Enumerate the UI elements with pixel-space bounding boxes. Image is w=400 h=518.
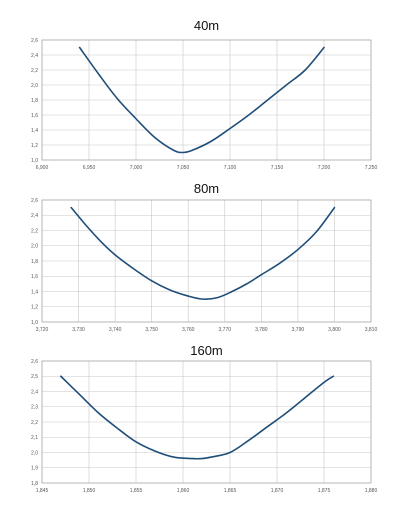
y-tick-label: 2,6 xyxy=(31,359,38,365)
y-tick-label: 1,6 xyxy=(31,274,38,280)
y-tick-label: 1,2 xyxy=(31,143,38,149)
x-tick-label: 3,720 xyxy=(36,327,49,333)
chart-160m: 160m 1,8 1,9 2,0 2,1 2,2 2,3 2,4 2,5 2,6 1,845 1,85… xyxy=(31,343,377,494)
x-tick-label: 3,750 xyxy=(145,327,158,333)
y-tick-label: 1,4 xyxy=(31,128,38,134)
series-line xyxy=(70,206,336,300)
plot-frame xyxy=(41,39,372,161)
chart-40m: 40m 1,0 1,2 1,4 1,6 1,8 2,0 2,2 2,4 2,6 6,900 6,950… xyxy=(31,18,377,171)
y-tick-label: 2,5 xyxy=(31,374,38,380)
y-tick-label: 2,3 xyxy=(31,405,38,411)
x-tick-label: 3,800 xyxy=(328,327,341,333)
x-tick-label: 3,780 xyxy=(255,327,268,333)
y-tick-label: 2,4 xyxy=(31,53,38,59)
x-tick-label: 1,875 xyxy=(318,488,331,494)
x-tick-label: 3,810 xyxy=(365,327,378,333)
x-tick-label: 1,860 xyxy=(177,488,190,494)
y-tick-label: 2,1 xyxy=(31,435,38,441)
y-tick-label: 2,2 xyxy=(31,228,38,234)
y-tick-label: 1,6 xyxy=(31,113,38,119)
y-tick-label: 2,6 xyxy=(31,198,38,204)
y-tick-label: 1,8 xyxy=(31,481,38,487)
y-tick-label: 2,0 xyxy=(31,244,38,250)
x-tick-label: 7,000 xyxy=(130,165,143,171)
y-tick-label: 1,8 xyxy=(31,98,38,104)
y-tick-label: 1,0 xyxy=(31,320,38,326)
y-tick-label: 2,2 xyxy=(31,420,38,426)
x-tick-label: 7,050 xyxy=(177,165,190,171)
x-tick-label: 3,770 xyxy=(219,327,232,333)
y-tick-label: 1,0 xyxy=(31,158,38,164)
x-tick-label: 1,855 xyxy=(130,488,143,494)
x-tick-label: 7,250 xyxy=(365,165,378,171)
x-tick-label: 1,865 xyxy=(224,488,237,494)
y-tick-label: 2,0 xyxy=(31,450,38,456)
x-tick-label: 1,880 xyxy=(365,488,378,494)
plot-frame xyxy=(41,199,372,323)
x-tick-label: 3,740 xyxy=(109,327,122,333)
y-tick-label: 1,8 xyxy=(31,259,38,265)
x-tick-label: 7,150 xyxy=(271,165,284,171)
x-tick-label: 3,790 xyxy=(292,327,305,333)
chart-80m: 80m 1,0 1,2 1,4 1,6 1,8 2,0 2,2 2,4 2,6 3,720 3,730… xyxy=(31,181,377,333)
y-tick-label: 1,4 xyxy=(31,289,38,295)
x-tick-label: 7,200 xyxy=(318,165,331,171)
y-tick-label: 1,9 xyxy=(31,466,38,472)
x-tick-label: 3,760 xyxy=(182,327,195,333)
chart-title: 160m xyxy=(190,343,223,358)
chart-title: 80m xyxy=(194,181,219,196)
x-tick-label: 6,900 xyxy=(36,165,49,171)
series-line xyxy=(60,375,335,460)
y-tick-label: 2,4 xyxy=(31,213,38,219)
plot-frame xyxy=(41,360,372,484)
y-tick-label: 1,2 xyxy=(31,305,38,311)
chart-title: 40m xyxy=(194,18,219,33)
x-tick-label: 3,730 xyxy=(72,327,85,333)
y-tick-label: 2,0 xyxy=(31,83,38,89)
y-tick-label: 2,4 xyxy=(31,389,38,395)
y-tick-label: 2,6 xyxy=(31,38,38,44)
x-tick-label: 6,950 xyxy=(83,165,96,171)
series-line xyxy=(78,46,325,154)
y-tick-label: 2,2 xyxy=(31,68,38,74)
x-tick-label: 1,845 xyxy=(36,488,49,494)
x-tick-label: 7,100 xyxy=(224,165,237,171)
x-tick-label: 1,870 xyxy=(271,488,284,494)
x-tick-label: 1,850 xyxy=(83,488,96,494)
